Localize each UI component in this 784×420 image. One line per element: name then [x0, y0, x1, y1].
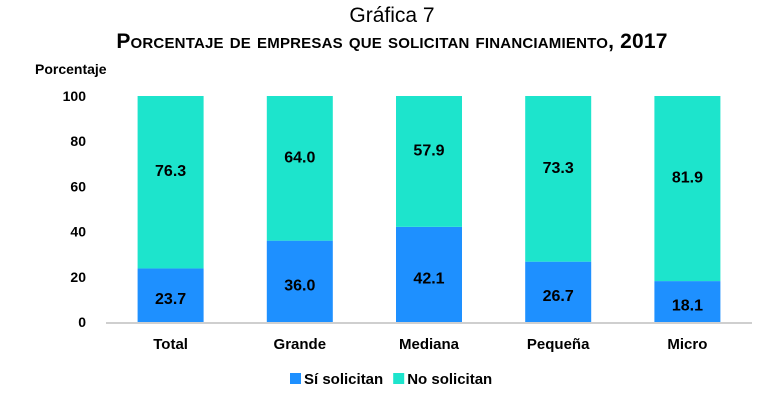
data-label: 64.0: [284, 149, 315, 166]
y-tick-label: 0: [78, 314, 86, 330]
data-label: 57.9: [413, 142, 444, 159]
x-tick-label: Mediana: [399, 336, 460, 353]
x-tick-label: Total: [153, 336, 188, 353]
bar-segment: [266, 96, 333, 241]
legend-swatch: [393, 373, 405, 384]
x-tick-label: Micro: [667, 336, 707, 353]
y-tick-label: 20: [70, 269, 86, 285]
y-tick-label: 100: [63, 88, 87, 104]
bar-segment: [266, 240, 333, 322]
bar-segment: [525, 261, 592, 322]
legend-label: Sí solicitan: [304, 371, 383, 388]
bar-segment: [654, 281, 721, 322]
data-label: 18.1: [672, 298, 703, 315]
bar-segment: [137, 268, 204, 322]
chart-subtitle: Porcentaje de empresas que solicitan fin…: [116, 30, 668, 53]
x-tick-label: Grande: [274, 336, 327, 353]
y-tick-label: 80: [70, 133, 86, 149]
data-label: 73.3: [543, 160, 574, 177]
y-axis-label: Porcentaje: [35, 61, 107, 77]
y-tick-label: 40: [70, 224, 86, 240]
bar-segment: [525, 96, 592, 262]
bar-segment: [396, 96, 462, 227]
legend-label: No solicitan: [407, 371, 492, 388]
chart-title: Gráfica 7: [349, 4, 435, 27]
x-tick-label: Pequeña: [527, 336, 590, 353]
bar-segment: [654, 96, 721, 282]
y-tick-label: 60: [70, 178, 86, 194]
data-label: 26.7: [543, 288, 574, 305]
data-label: 81.9: [672, 170, 703, 187]
data-label: 76.3: [155, 163, 186, 180]
data-label: 23.7: [155, 291, 186, 308]
data-label: 36.0: [284, 277, 315, 294]
bar-segment: [396, 226, 462, 322]
data-label: 42.1: [413, 270, 444, 287]
legend-swatch: [290, 373, 301, 384]
bar-segment: [137, 96, 204, 269]
